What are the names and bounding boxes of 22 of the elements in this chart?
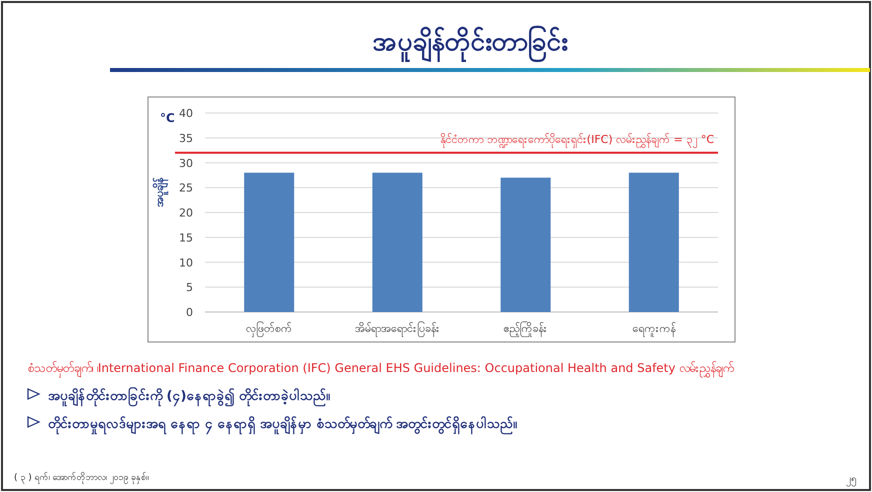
y-tick-label: 35 [179,132,193,145]
y-axis-title: အပူချိန် [152,177,169,207]
y-tick-label: 30 [179,156,193,170]
y-tick-label: 0 [186,306,193,319]
y-tick-label: 15 [179,231,193,244]
text: ( ၃ ) ရက်၊ အောက်တိုဘာလ၊ ၂၀၁၉ ခုနှစ်။ [14,472,148,484]
x-tick-label: အိမ်ရာအရောင်းပြခန်း [354,321,440,337]
text: ၂၅ [846,474,856,487]
text: °C [160,111,175,125]
x-tick-label: လှဖြတ်စက် [246,321,292,337]
text: အပူချိန်တိုင်းတာခြင်းကို (၄)နေရာခွဲ၍ တိုင်းတာခဲ့ပါသည်။ [48,386,331,407]
y-tick-label: 25 [179,182,193,195]
text: တိုင်းတာမှုရလဒ်များအရ နေရာ ၄ နေရာရှိ အပူချိန်မှာ စံသတ်မှတ်ချက် အတွင်းတွင်ရှိနေပါသည်။ [48,415,518,435]
x-tick-label: ရေကူးကန် [632,322,676,337]
y-tick-label: 20 [179,206,193,220]
x-tick-label: ဧည့်ကြိုခန်း [504,321,548,337]
y-tick-label: 40 [179,107,193,120]
y-tick-label: 5 [186,281,193,294]
ref-line-label: နိုင်ငံတကာ ဘဏ္ဍာရေးကော်ပိုရေးရှင်း(IFC) လမ်းညွှန်ချက် = ၃၂ °C [440,132,714,148]
chart-title: အပူချိန်တိုင်းတာခြင်း [372,24,568,63]
y-tick-label: 10 [179,256,193,270]
text: စံသတ်မှတ်ချက်၊ ၊International Finance Corporation (IFC) General EHS Guidelines: Occupational Health and Safety လမ်းညွှန်ချက် [28,360,734,378]
